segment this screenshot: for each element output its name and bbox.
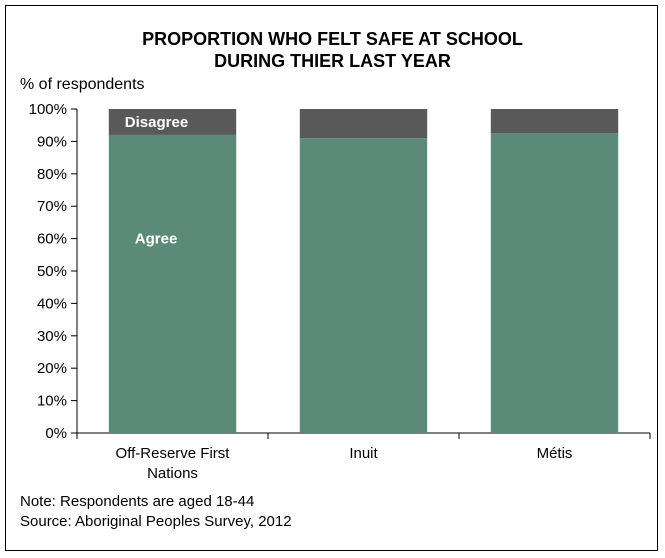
y-tick-label: 50% — [37, 263, 67, 280]
y-tick-label: 10% — [37, 393, 67, 410]
bar-agree-1 — [108, 134, 237, 434]
x-category-label: Nations — [147, 465, 198, 482]
y-tick-label: 60% — [37, 231, 67, 248]
note-text: Note: Respondents are aged 18-44 — [20, 493, 255, 510]
chart-title-line-2: DURING THIER LAST YEAR — [214, 51, 451, 71]
bar-disagree-1 — [108, 109, 237, 135]
series-label-disagree: Disagree — [125, 114, 188, 131]
y-tick-label: 0% — [45, 425, 67, 442]
y-tick-label: 70% — [37, 198, 67, 215]
x-category-label: Off-Reserve First — [116, 445, 231, 462]
y-tick-label: 30% — [37, 328, 67, 345]
y-tick-label: 100% — [29, 101, 67, 118]
x-category-label: Métis — [537, 445, 573, 462]
y-tick-label: 90% — [37, 133, 67, 150]
series-label-agree: Agree — [135, 231, 178, 248]
chart-title: PROPORTION WHO FELT SAFE AT SCHOOL DURIN… — [0, 28, 665, 72]
x-category-label: Inuit — [349, 445, 378, 462]
y-axis-label: % of respondents — [20, 76, 145, 93]
chart-notes: Note: Respondents are aged 18-44 Source:… — [20, 492, 292, 532]
bar-agree-2 — [299, 138, 428, 433]
source-text: Source: Aboriginal Peoples Survey, 2012 — [20, 513, 292, 530]
y-tick-label: 40% — [37, 295, 67, 312]
y-tick-label: 20% — [37, 360, 67, 377]
chart-title-line-1: PROPORTION WHO FELT SAFE AT SCHOOL — [142, 29, 523, 49]
y-tick-label: 80% — [37, 166, 67, 183]
bar-agree-3 — [490, 133, 619, 434]
bar-disagree-2 — [299, 109, 428, 139]
bar-disagree-3 — [490, 109, 619, 134]
